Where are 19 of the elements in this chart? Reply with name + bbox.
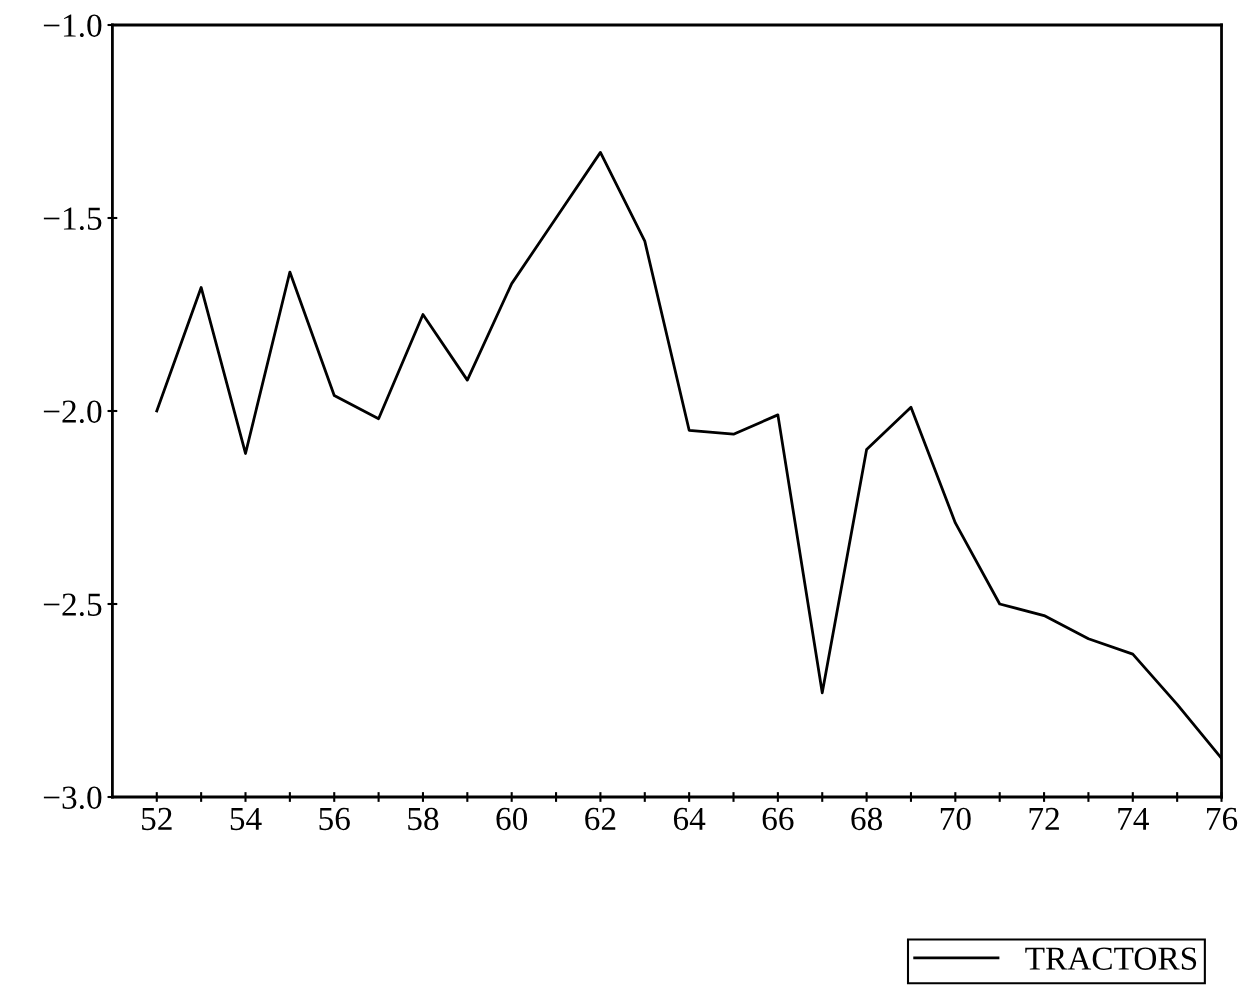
x-tick-label: 54 (230, 807, 262, 831)
x-tick-label: 52 (142, 807, 172, 831)
y-tick-label: −2.5 (43, 593, 102, 617)
x-tick-label: 56 (319, 807, 350, 831)
x-tick-label: 68 (851, 807, 882, 831)
y-tick-label: −1.0 (43, 14, 102, 38)
y-tick-label: −1.5 (43, 207, 102, 231)
y-tick-label: −3.0 (43, 786, 102, 810)
x-tick-label: 74 (1118, 807, 1149, 830)
x-tick-label: 58 (408, 807, 439, 831)
x-tick-label: 66 (762, 807, 794, 831)
x-tick-label: 64 (673, 807, 706, 831)
x-tick-label: 62 (585, 807, 616, 831)
x-tick-label: 60 (496, 807, 528, 831)
x-tick-label: 70 (940, 807, 971, 831)
y-tick-label: −2.0 (43, 400, 102, 424)
x-tick-label: 72 (1029, 807, 1059, 830)
legend-label: TRACTORS (1025, 947, 1197, 970)
x-tick-label: 76 (1207, 807, 1238, 831)
